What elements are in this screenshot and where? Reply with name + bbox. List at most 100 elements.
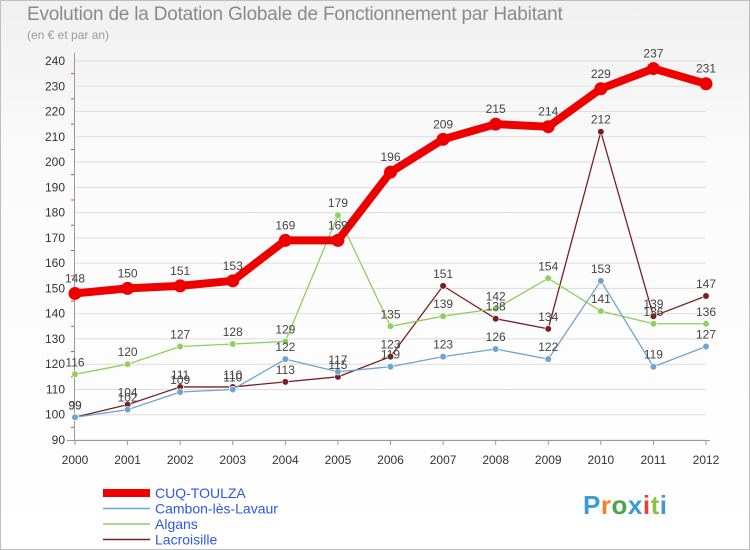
series-lacroisille: [71, 128, 710, 421]
point-cuq-toulza-2003: [226, 274, 240, 288]
data-label-algans-2008: 142: [486, 290, 506, 304]
x-tick-label-2000: 2000: [62, 453, 89, 467]
y-tick-label-110: 110: [46, 382, 65, 396]
series-algans: [71, 211, 710, 378]
legend-label-cambon-les-lavaur: Cambon-lès-Lavaur: [155, 501, 278, 517]
point-algans-2010: [597, 307, 605, 315]
point-cambon-les-lavaur-2004: [281, 355, 289, 363]
legend-label-lacroisille: Lacroisille: [155, 532, 217, 548]
x-tick-label-2003: 2003: [219, 453, 246, 467]
point-cambon-les-lavaur-2007: [439, 353, 447, 361]
series-cuq-toulza: [68, 62, 713, 300]
logo-letter: o: [611, 490, 628, 520]
y-tick-label-160: 160: [45, 256, 65, 270]
data-label-cambon-les-lavaur-2001: 102: [118, 391, 138, 405]
data-label-algans-2006: 135: [380, 307, 400, 321]
data-label-cuq-toulza-2007: 209: [433, 117, 453, 131]
point-cuq-toulza-2007: [436, 132, 450, 146]
point-algans-2003: [229, 340, 237, 348]
legend-item-lacroisille: Lacroisille: [103, 532, 217, 548]
point-cambon-les-lavaur-2003: [229, 385, 237, 394]
point-cuq-toulza-2009: [541, 120, 555, 134]
x-tick-label-2011: 2011: [641, 453, 667, 467]
data-label-lacroisille-2004: 113: [276, 363, 295, 377]
data-label-lacroisille-2003: 110: [223, 368, 242, 382]
data-label-algans-2009: 154: [538, 259, 558, 273]
point-algans-2006: [386, 322, 395, 330]
point-algans-2012: [702, 320, 710, 328]
point-cambon-les-lavaur-2000: [71, 413, 79, 421]
data-label-cuq-toulza-2005: 169: [328, 218, 348, 232]
data-label-cambon-les-lavaur-2002: 109: [170, 373, 190, 387]
data-label-cuq-toulza-2011: 237: [643, 47, 663, 61]
point-cuq-toulza-2011: [646, 62, 660, 76]
data-label-algans-2007: 139: [433, 297, 453, 311]
point-cambon-les-lavaur-2005: [334, 368, 342, 376]
point-cambon-les-lavaur-2009: [544, 355, 552, 363]
y-tick-label-240: 240: [45, 54, 65, 68]
proxiti-logo: Proxiti: [583, 490, 667, 521]
point-algans-2000: [71, 370, 79, 378]
data-label-algans-2005: 179: [328, 196, 348, 210]
data-label-algans-2011: 136: [643, 305, 663, 319]
x-tick-label-2001: 2001: [114, 453, 141, 467]
point-algans-2002: [176, 342, 184, 351]
x-tick-label-2010: 2010: [587, 453, 614, 467]
point-cuq-toulza-2010: [594, 82, 608, 96]
x-tick-label-2006: 2006: [377, 453, 404, 467]
y-tick-label-230: 230: [45, 79, 65, 93]
y-tick-label-220: 220: [45, 105, 65, 119]
logo-letter: r: [600, 490, 612, 520]
legend-item-cuq-toulza: CUQ-TOULZA: [103, 485, 246, 501]
data-label-cambon-les-lavaur-2010: 153: [591, 262, 611, 276]
data-label-algans-2010: 141: [591, 292, 611, 306]
data-label-cuq-toulza-2012: 231: [696, 62, 716, 76]
data-label-cuq-toulza-2004: 169: [275, 218, 295, 232]
legend-label-cuq-toulza: CUQ-TOULZA: [155, 485, 246, 501]
point-lacroisille-2011: [649, 312, 658, 320]
y-tick-label-140: 140: [45, 307, 65, 321]
y-tick-label-180: 180: [45, 206, 65, 220]
data-label-lacroisille-2010: 212: [591, 113, 611, 127]
legend-item-cambon-les-lavaur: Cambon-lès-Lavaur: [103, 501, 278, 517]
y-tick-label-90: 90: [52, 433, 66, 447]
x-tick-label-2002: 2002: [167, 453, 194, 467]
logo-letter: i: [642, 490, 651, 520]
point-cuq-toulza-2001: [121, 281, 135, 295]
point-algans-2009: [544, 274, 552, 282]
point-cambon-les-lavaur-2001: [123, 406, 132, 414]
y-tick-label-190: 190: [45, 180, 65, 194]
legend: CUQ-TOULZACambon-lès-LavaurAlgansLacrois…: [103, 485, 278, 548]
point-lacroisille-2008: [492, 315, 500, 323]
data-label-cambon-les-lavaur-2004: 122: [275, 340, 295, 354]
y-tick-label-100: 100: [45, 408, 65, 422]
point-algans-2007: [439, 312, 447, 320]
x-tick-label-2004: 2004: [272, 453, 299, 467]
data-label-cambon-les-lavaur-2006: 119: [381, 348, 400, 362]
data-label-algans-2003: 128: [223, 325, 243, 339]
data-label-algans-2002: 127: [170, 328, 190, 342]
data-label-cambon-les-lavaur-2003: 110: [223, 370, 242, 384]
data-label-lacroisille-2000: 99: [68, 398, 82, 412]
x-tick-label-2007: 2007: [430, 453, 457, 467]
logo-letter: i: [659, 490, 668, 520]
point-lacroisille-2012: [702, 292, 710, 300]
logo-letter: x: [627, 490, 643, 520]
data-label-lacroisille-2006: 123: [380, 338, 400, 352]
y-tick-label-130: 130: [45, 332, 65, 346]
point-cuq-toulza-2006: [384, 165, 397, 179]
data-label-cuq-toulza-2006: 196: [380, 150, 400, 164]
point-cambon-les-lavaur-2002: [176, 388, 184, 396]
data-label-cambon-les-lavaur-2007: 123: [433, 338, 453, 352]
point-algans-2008: [492, 305, 500, 313]
series-line-cuq-toulza: [71, 64, 710, 298]
data-label-algans-2012: 136: [696, 305, 716, 319]
data-label-cuq-toulza-2009: 214: [538, 105, 558, 119]
chart-title: Evolution de la Dotation Globale de Fonc…: [27, 4, 563, 25]
data-label-cambon-les-lavaur-2012: 127: [696, 328, 716, 342]
point-cuq-toulza-2012: [699, 77, 713, 91]
point-lacroisille-2006: [386, 353, 395, 361]
data-label-lacroisille-2008: 138: [486, 300, 506, 314]
